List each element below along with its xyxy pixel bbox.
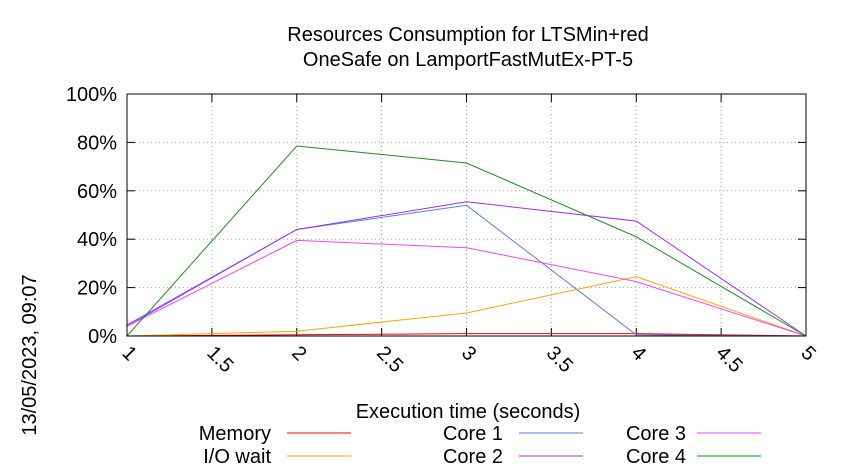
legend-label-memory: Memory [199, 423, 271, 445]
chart-subtitle: OneSafe on LamportFastMutEx-PT-5 [303, 49, 633, 71]
legend-label-core-2: Core 2 [443, 446, 503, 468]
legend-label-i-o-wait: I/O wait [203, 446, 271, 468]
x-tick-label: 1.5 [202, 342, 237, 377]
y-tick-label: 60% [77, 181, 117, 203]
y-tick-label: 0% [88, 326, 117, 348]
series-line-memory [126, 333, 807, 337]
x-tick-label: 3 [457, 342, 480, 365]
y-tick-label: 100% [66, 84, 117, 106]
series-line-core-4 [126, 145, 807, 337]
x-tick-label: 2 [287, 342, 310, 365]
x-tick-label: 3.5 [542, 342, 577, 377]
series-line-i-o-wait [126, 276, 807, 337]
plot-border [126, 93, 807, 337]
x-tick-label: 5 [796, 342, 819, 365]
y-tick-label: 80% [77, 132, 117, 154]
legend-label-core-1: Core 1 [443, 423, 503, 445]
legend-label-core-4: Core 4 [626, 446, 686, 468]
legend-label-core-3: Core 3 [626, 423, 686, 445]
y-tick-label: 20% [77, 278, 117, 300]
x-tick-label: 4.5 [712, 342, 747, 377]
chart-title: Resources Consumption for LTSMin+red [287, 24, 648, 46]
x-tick-label: 4 [627, 342, 650, 365]
x-axis-label: Execution time (seconds) [356, 401, 581, 423]
grid [127, 94, 806, 336]
series-lines [126, 145, 807, 337]
y-tick-label: 40% [77, 229, 117, 251]
series-line-core-2 [126, 201, 807, 337]
series-line-core-3 [126, 239, 807, 337]
x-tick-label: 2.5 [372, 342, 407, 377]
y-axis: 0% 20% 40% 60% 80% 100% [66, 84, 806, 348]
x-tick-label: 1 [117, 342, 140, 365]
timestamp-label: 13/05/2023, 09:07 [19, 274, 41, 435]
